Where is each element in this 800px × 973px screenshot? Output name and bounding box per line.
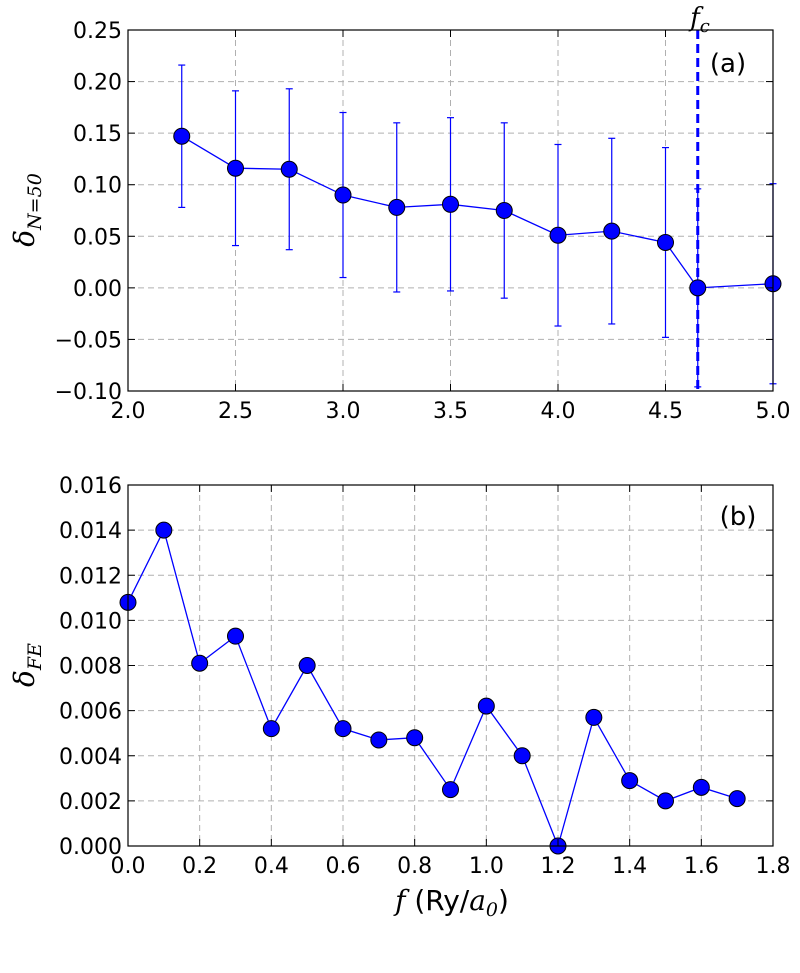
panel-a-polyline bbox=[181, 135, 774, 289]
panel-b-data-point bbox=[227, 627, 244, 645]
panel-a-data-point bbox=[334, 186, 352, 204]
panel-a: 2.0 2.5 3.0 3.5 4.0 4.5 5.0 −0.10 −0.05 0.00 0.05 0… bbox=[8, 3, 791, 424]
panel-b-data-point bbox=[406, 729, 424, 747]
ylabel-a-base: δ bbox=[8, 230, 41, 247]
panel-b-ytick-label: 0.004 bbox=[59, 745, 122, 770]
xlabel-unit-suffix: ) bbox=[498, 884, 509, 917]
panel-b-xlabel: f (Ry/a0) bbox=[393, 884, 509, 921]
panel-b-xtick-label: 1.6 bbox=[684, 854, 719, 879]
panel-a-xtick-label: 5.0 bbox=[756, 399, 791, 424]
panel-a-data-point bbox=[495, 202, 513, 219]
panel-a-ytick-label: 0.05 bbox=[73, 225, 122, 250]
xlabel-unit-var: a bbox=[469, 884, 486, 917]
panel-b-xtick-label: 0.2 bbox=[182, 854, 217, 879]
panel-b-data-point bbox=[370, 731, 388, 749]
panel-b-ytick-label: 0.014 bbox=[59, 519, 122, 544]
panel-b-data-point bbox=[334, 720, 352, 738]
panel-a-ytick-label: 0.15 bbox=[73, 122, 122, 147]
panel-a-data-point bbox=[280, 160, 298, 178]
panel-b-ytick-label: 0.000 bbox=[59, 835, 122, 860]
panel-b-data-point bbox=[692, 778, 710, 796]
panel-a-data-point bbox=[227, 159, 244, 177]
ylabel-b-base: δ bbox=[8, 670, 41, 687]
panel-b-ytick-label: 0.008 bbox=[59, 655, 122, 680]
panel-b-data-point bbox=[621, 772, 639, 790]
panel-a-data-point bbox=[388, 198, 406, 216]
panel-b-xtick-label: 0.0 bbox=[111, 854, 146, 879]
panel-b: 0.0 0.2 0.4 0.6 0.8 1.0 1.2 1.4 1.6 1.8 0.000 0.002… bbox=[8, 474, 791, 921]
panel-b-xtick-label: 0.8 bbox=[397, 854, 432, 879]
panel-a-data-point bbox=[549, 226, 567, 244]
panel-a-xtick-label: 2.5 bbox=[218, 399, 253, 424]
panel-a-xtick-label: 4.5 bbox=[648, 399, 683, 424]
panel-b-ytick-label: 0.010 bbox=[59, 609, 122, 634]
panel-a-data-point bbox=[442, 195, 459, 213]
xlabel-unit-sub: 0 bbox=[486, 899, 498, 921]
panel-b-data-point bbox=[442, 781, 459, 799]
ylabel-a-sub: N=50 bbox=[24, 173, 46, 231]
panel-b-xtick-label: 1.4 bbox=[612, 854, 647, 879]
panel-b-data-point bbox=[191, 654, 209, 672]
xlabel-unit-prefix: (Ry/ bbox=[414, 884, 469, 917]
panel-b-ytick-label: 0.006 bbox=[59, 700, 122, 725]
panel-a-data-point bbox=[657, 233, 674, 251]
panel-b-data-point bbox=[155, 521, 173, 539]
panel-a-data-point bbox=[603, 222, 621, 240]
panel-b-data-point bbox=[585, 708, 603, 726]
panel-a-ytick-label: 0.25 bbox=[73, 19, 122, 44]
panel-b-data-point bbox=[477, 697, 495, 715]
panel-a-ytick-label: 0.10 bbox=[73, 174, 122, 199]
panel-b-data-point bbox=[298, 657, 316, 674]
xlabel-space bbox=[405, 884, 414, 917]
panel-b-xtick-label: 0.4 bbox=[254, 854, 289, 879]
panel-a-ylabel: δN=50 bbox=[8, 173, 46, 247]
panel-b-xtick-label: 1.8 bbox=[756, 854, 791, 879]
panel-b-ticks: 0.0 0.2 0.4 0.6 0.8 1.0 1.2 1.4 1.6 1.8 0.000 0.002… bbox=[59, 474, 790, 879]
panel-b-label: (b) bbox=[720, 502, 757, 532]
panel-b-xtick-label: 0.6 bbox=[326, 854, 361, 879]
panel-b-data-point bbox=[513, 747, 531, 765]
panel-a-label: (a) bbox=[710, 49, 746, 79]
panel-a-ytick-label: −0.10 bbox=[55, 380, 122, 405]
panel-b-ylabel: δFE bbox=[8, 643, 46, 687]
panel-b-markers bbox=[119, 521, 746, 855]
panel-a-xtick-label: 4.0 bbox=[541, 399, 576, 424]
panel-a-xtick-label: 3.5 bbox=[433, 399, 468, 424]
panel-b-xtick-label: 1.2 bbox=[541, 854, 576, 879]
panel-b-data-point bbox=[262, 720, 280, 738]
panel-a-ytick-label: −0.05 bbox=[55, 328, 122, 353]
panel-a-data-point bbox=[173, 127, 191, 145]
panel-a-ytick-label: 0.20 bbox=[73, 71, 122, 96]
panel-b-ytick-label: 0.016 bbox=[59, 474, 122, 499]
panel-a-xtick-label: 3.0 bbox=[326, 399, 361, 424]
vline-label-sub: c bbox=[700, 16, 710, 37]
panel-b-xtick-label: 1.0 bbox=[469, 854, 504, 879]
panel-a-series-line bbox=[181, 135, 774, 289]
panel-a-ytick-label: 0.00 bbox=[73, 277, 122, 302]
panel-b-data-point bbox=[728, 790, 746, 808]
panel-b-ytick-label: 0.002 bbox=[59, 790, 122, 815]
panel-b-data-point bbox=[657, 792, 674, 810]
panel-b-ytick-label: 0.012 bbox=[59, 564, 122, 589]
panel-a-data-point bbox=[689, 279, 707, 297]
ylabel-b-sub: FE bbox=[24, 643, 46, 671]
panel-a-xtick-label: 2.0 bbox=[111, 399, 146, 424]
panel-a-ticks: 2.0 2.5 3.0 3.5 4.0 4.5 5.0 −0.10 −0.05 0.00 0.05 0… bbox=[55, 19, 791, 424]
